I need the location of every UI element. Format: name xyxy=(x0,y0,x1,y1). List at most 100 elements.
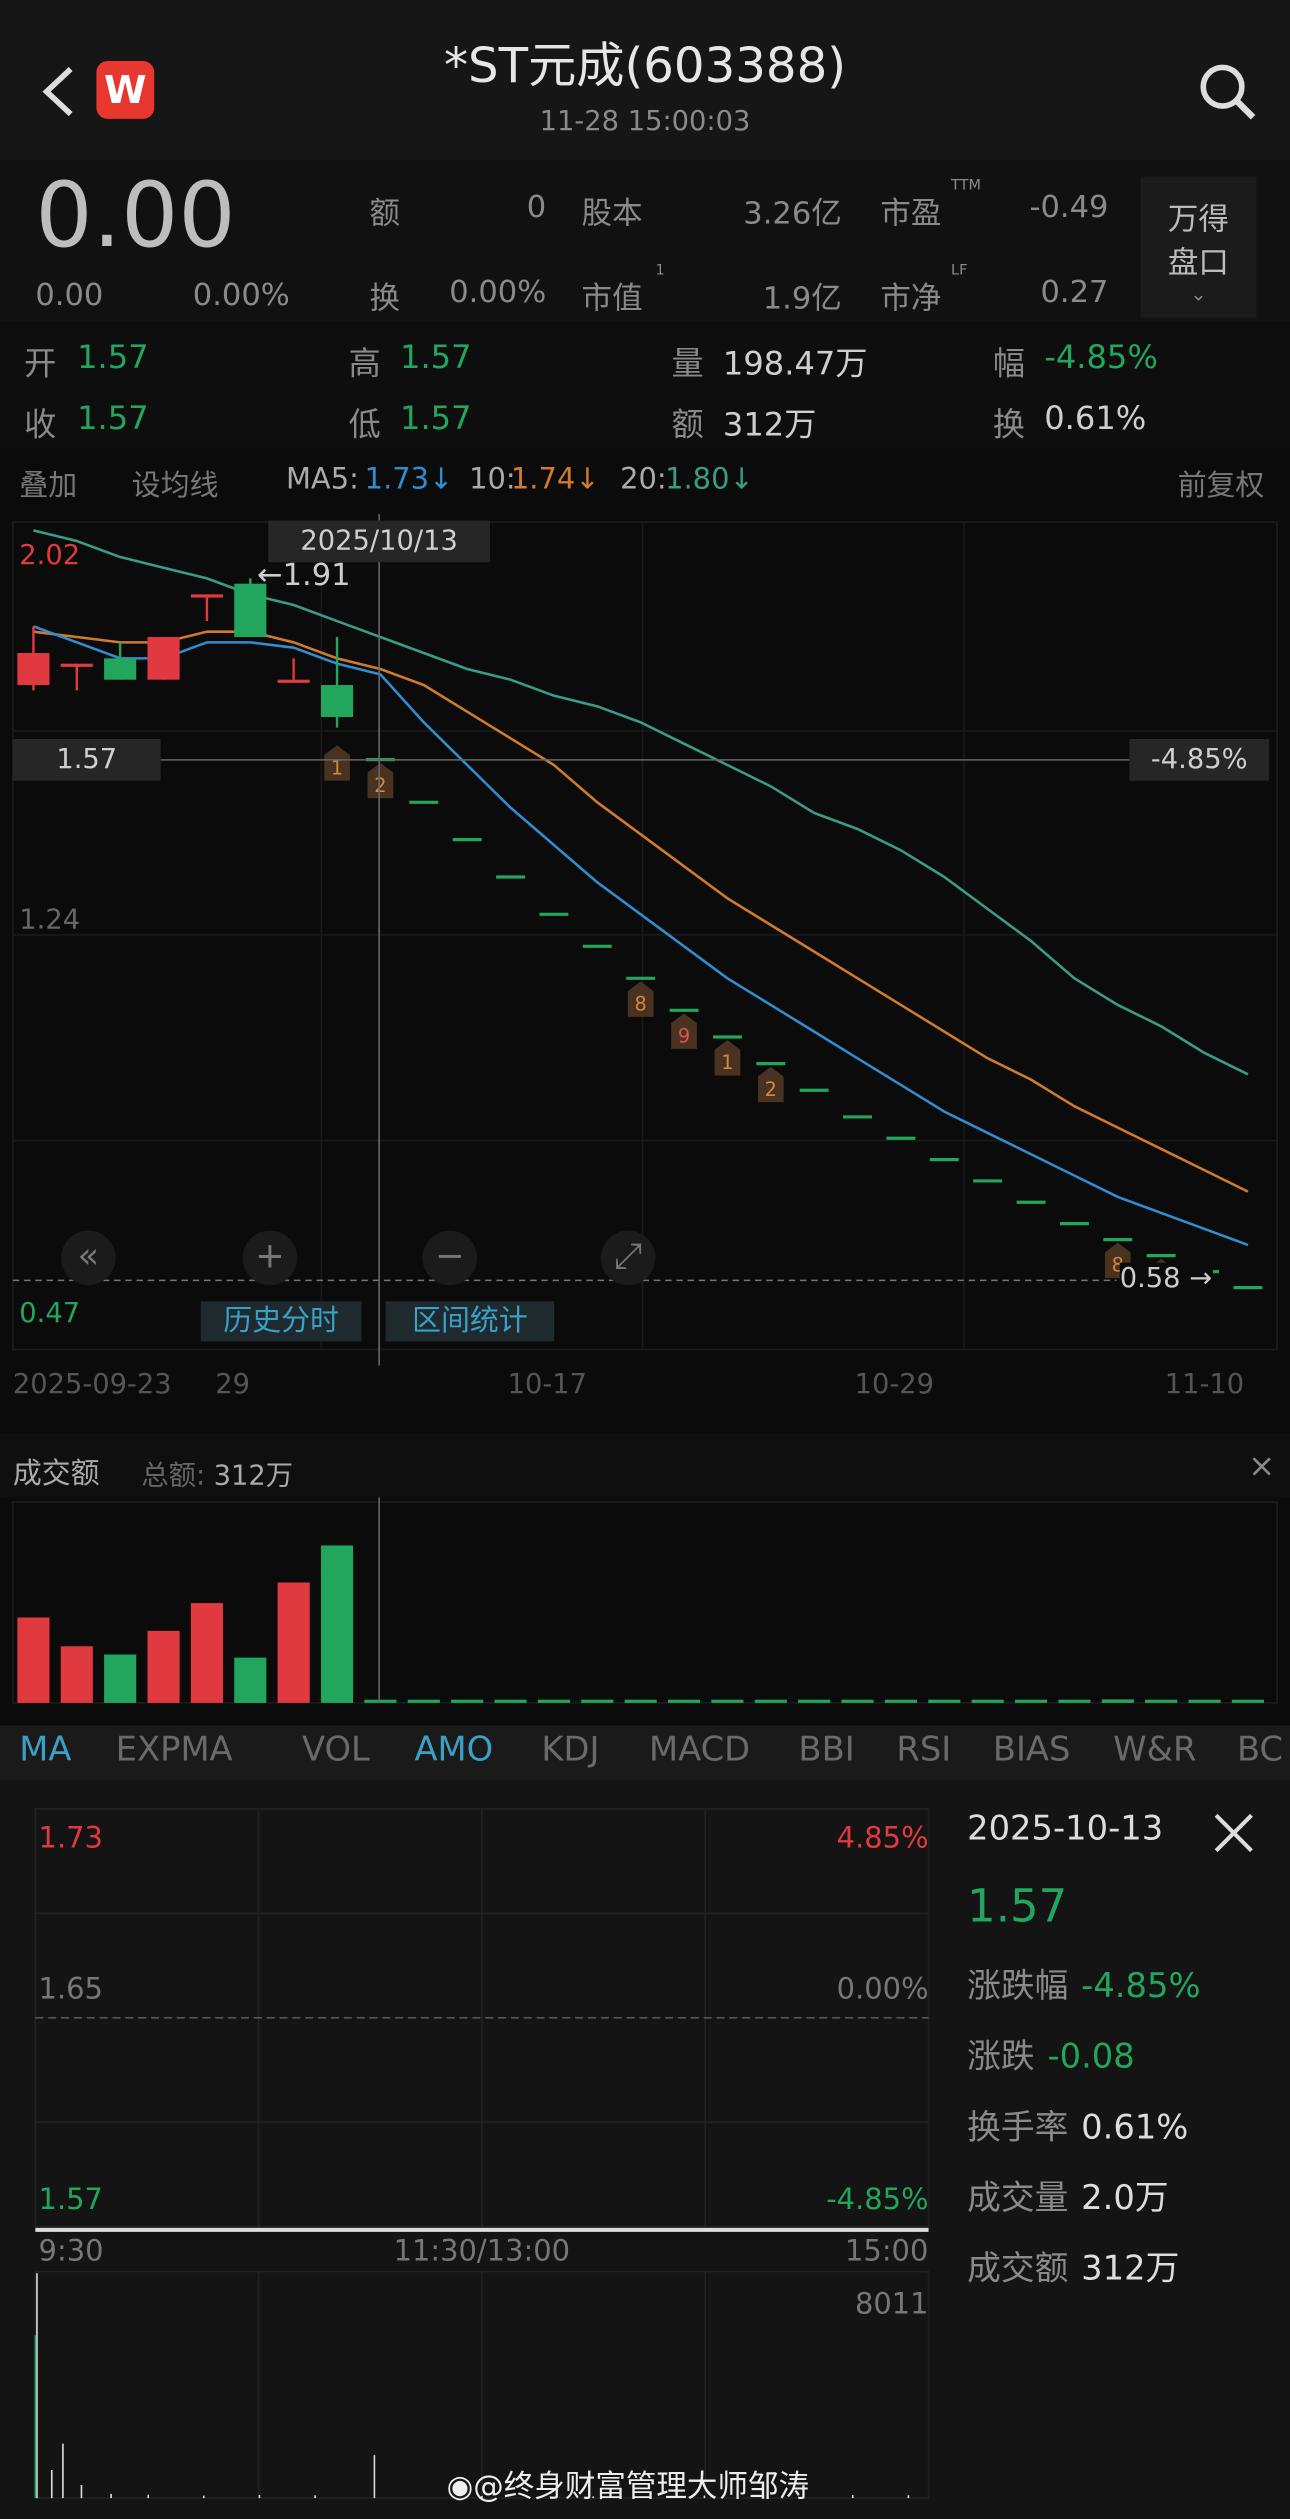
intraday-detail-panel: 1.73 4.85% 1.65 0.00% 1.57 -4.85% 9:30 1… xyxy=(0,1780,1290,2519)
y-axis-label-max: 2.02 xyxy=(19,539,81,572)
page-title: *ST元成(603388) xyxy=(443,38,847,95)
wande-label: 盘口 xyxy=(1167,245,1229,282)
indicator-tab-bc[interactable]: BC xyxy=(1237,1730,1284,1769)
indicator-tab-expma[interactable]: EXPMA xyxy=(115,1730,233,1769)
quote-timestamp: 11-28 15:00:03 xyxy=(539,106,751,139)
detail-label: 成交额 xyxy=(967,2249,1069,2288)
range-stats-button[interactable]: 区间统计 xyxy=(385,1301,555,1342)
candle-body xyxy=(17,653,50,686)
fullscreen-icon[interactable]: ⤢ xyxy=(600,1230,656,1286)
amount-bar xyxy=(1101,1699,1134,1703)
date-label: 2025-09-23 xyxy=(12,1368,172,1401)
amount-bar xyxy=(451,1699,484,1703)
ohlc-stats: 开 1.57 高 1.57 量 198.47万 幅 -4.85% 收 1.57 … xyxy=(0,321,1290,450)
intraday-volume-max: 8011 xyxy=(854,2287,929,2322)
stat-value: 1.9亿 xyxy=(762,281,842,317)
amount-bar xyxy=(928,1699,961,1703)
stat-label: 换 xyxy=(369,281,401,317)
amount-bar xyxy=(884,1699,917,1703)
amount-value: 312万 xyxy=(722,404,817,444)
history-intraday-button[interactable]: 历史分时 xyxy=(200,1301,362,1342)
candle-body xyxy=(60,663,93,667)
indicator-tab-bbi[interactable]: BBI xyxy=(798,1730,855,1769)
indicator-tab-bias[interactable]: BIAS xyxy=(992,1730,1071,1769)
last-price-value: 0.58 xyxy=(1119,1262,1181,1295)
amount-bar xyxy=(711,1699,744,1703)
detail-label: 换手率 xyxy=(967,2107,1069,2147)
stat-label: 市净 xyxy=(880,281,942,317)
indicator-tab-wr[interactable]: W&R xyxy=(1113,1730,1197,1769)
wande-orderbook-button[interactable]: 万得 盘口 ⌄ xyxy=(1140,176,1257,319)
indicator-tabs: MA EXPMA VOL AMO KDJ MACD BBI RSI BIAS W&R BC xyxy=(0,1725,1290,1781)
indicator-tab-vol[interactable]: VOL xyxy=(302,1730,370,1769)
top-bar: W *ST元成(603388) 11-28 15:00:03 xyxy=(0,0,1290,161)
candle-body xyxy=(147,637,180,680)
stat-label: 股本 xyxy=(581,195,643,232)
detail-row: 涨跌幅 -4.85% xyxy=(967,1960,1200,2008)
td-marker xyxy=(671,1013,697,1049)
amount-bar xyxy=(841,1699,874,1703)
td-marker-label: 9 xyxy=(678,1024,690,1047)
ma5-label: MA5: xyxy=(285,462,359,497)
stat-label: 市值 xyxy=(581,281,643,317)
wande-label: 万得 xyxy=(1167,202,1229,238)
zoom-out-button[interactable]: − xyxy=(422,1230,478,1286)
price-change-pct: 0.00% xyxy=(192,277,290,314)
detail-label: 涨跌幅 xyxy=(967,1966,1069,2005)
close-panel-icon[interactable]: × xyxy=(1248,1445,1276,1485)
intraday-mid-price: 1.65 xyxy=(38,1972,103,2007)
last-price-marker: 0.58 → xyxy=(1119,1262,1213,1295)
amount-bar xyxy=(104,1654,137,1703)
detail-row: 换手率 0.61% xyxy=(967,2101,1188,2149)
intraday-bottom-price: 1.57 xyxy=(38,2183,103,2217)
amount-bar xyxy=(234,1657,267,1703)
crosshair-date: 2025/10/13 xyxy=(268,520,490,563)
high-label: 高 xyxy=(348,343,381,383)
crosshair-price: 1.57 xyxy=(12,738,161,781)
volume-label: 量 xyxy=(671,343,704,383)
close-icon[interactable] xyxy=(1213,1812,1255,1854)
intraday-chart xyxy=(34,1808,930,2499)
amount-bar xyxy=(667,1699,701,1703)
candle-body xyxy=(277,679,310,683)
intraday-mid-pct: 0.00% xyxy=(836,1972,929,2007)
y-axis-label-mid: 1.24 xyxy=(19,904,81,937)
scroll-left-button[interactable]: « xyxy=(61,1230,116,1286)
candlestick-chart[interactable]: 12891289 xyxy=(0,514,1290,1366)
amount-bar xyxy=(147,1630,180,1703)
indicator-tab-macd[interactable]: MACD xyxy=(649,1730,751,1769)
date-label: 11-10 xyxy=(1164,1368,1245,1401)
zoom-in-button[interactable]: + xyxy=(242,1230,298,1286)
overlay-button[interactable]: 叠加 xyxy=(19,469,78,503)
amount-bar xyxy=(364,1699,397,1703)
search-icon[interactable] xyxy=(1197,61,1258,122)
td-marker-label: 2 xyxy=(765,1078,777,1101)
amount-bar xyxy=(798,1699,831,1703)
amount-bar xyxy=(494,1699,527,1703)
range-value: -4.85% xyxy=(1044,337,1158,376)
amount-bar xyxy=(1014,1699,1048,1703)
amount-bar xyxy=(60,1646,93,1703)
detail-row: 成交量 2.0万 xyxy=(967,2172,1168,2220)
indicator-tab-rsi[interactable]: RSI xyxy=(896,1730,952,1769)
time-label: 9:30 xyxy=(38,2234,104,2269)
date-label: 29 xyxy=(215,1368,251,1401)
stat-sup: 1 xyxy=(655,263,665,280)
amount-panel-title: 成交额 xyxy=(12,1457,100,1491)
time-label: 15:00 xyxy=(845,2234,929,2269)
candle-body xyxy=(104,658,137,680)
detail-value: -4.85% xyxy=(1081,1966,1201,2005)
indicator-tab-kdj[interactable]: KDJ xyxy=(541,1730,600,1769)
app-logo: W xyxy=(96,61,155,119)
detail-row: 成交额 312万 xyxy=(967,2243,1179,2291)
indicator-tab-ma[interactable]: MA xyxy=(19,1730,72,1769)
detail-price: 1.57 xyxy=(967,1879,1068,1933)
indicator-tab-amo[interactable]: AMO xyxy=(414,1730,494,1769)
set-ma-button[interactable]: 设均线 xyxy=(131,469,219,503)
back-icon[interactable] xyxy=(39,64,78,119)
price-adjust-button[interactable]: 前复权 xyxy=(1177,469,1265,503)
y-axis-label-min: 0.47 xyxy=(19,1298,81,1331)
detail-date: 2025-10-13 xyxy=(967,1808,1164,1848)
amount-bar xyxy=(754,1699,787,1703)
amount-bar xyxy=(1231,1699,1264,1703)
